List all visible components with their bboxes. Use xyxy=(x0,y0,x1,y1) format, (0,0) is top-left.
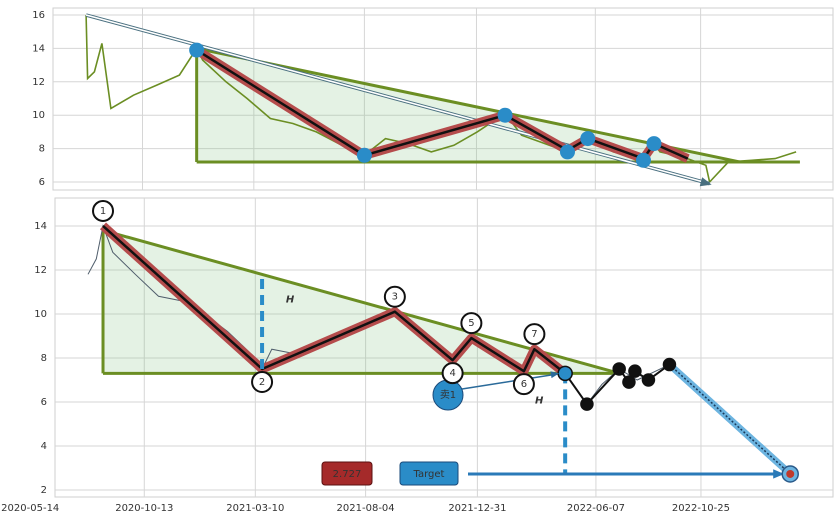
y-tick-label: 2 xyxy=(41,485,47,496)
y-tick-label: 14 xyxy=(32,43,45,54)
pivot-dot xyxy=(559,144,575,160)
y-tick-label: 12 xyxy=(34,265,47,276)
pivot-label: 2 xyxy=(259,377,265,388)
pivot-label-ring xyxy=(512,373,535,396)
x-tick-label: 2022-06-07 xyxy=(567,503,625,514)
sell-arrow xyxy=(461,373,556,390)
breakout-dot xyxy=(557,365,573,382)
x-tick-label: 2022-10-25 xyxy=(672,503,730,514)
pivot-label-ring xyxy=(92,199,115,222)
pivot-label-ring xyxy=(383,285,406,308)
pivot-label: 3 xyxy=(392,292,398,303)
sell-arrow-head xyxy=(550,371,560,379)
pivot-label-ring xyxy=(460,312,483,335)
pivot-dot xyxy=(497,107,513,123)
breakout-dot xyxy=(580,397,594,411)
y-tick-label: 14 xyxy=(34,221,47,232)
height-label: H xyxy=(535,395,544,406)
y-tick-label: 16 xyxy=(32,10,45,21)
sell-label: 卖1 xyxy=(440,389,456,401)
trend-arrow-head xyxy=(699,177,712,187)
y-tick-label: 4 xyxy=(41,441,47,452)
y-tick-label: 8 xyxy=(39,144,45,155)
pivot-label-ring xyxy=(441,362,464,385)
target-box xyxy=(399,461,459,486)
pivot-dot xyxy=(356,147,372,163)
x-tick-label: 2021-03-10 xyxy=(226,503,284,514)
breakout-dot xyxy=(662,357,677,372)
trend-arrow-inner xyxy=(85,14,710,185)
breakout-dot xyxy=(628,364,642,378)
zigzag-line xyxy=(102,224,566,375)
pivot-dot xyxy=(646,136,662,152)
height-label: H xyxy=(286,294,295,305)
breakout-dot xyxy=(612,362,626,376)
y-tick-label: 10 xyxy=(34,309,47,320)
pivot-label: 5 xyxy=(468,318,474,329)
projection-core xyxy=(668,363,791,475)
pivot-label-ring xyxy=(523,323,546,346)
target-value: 2.727 xyxy=(333,469,362,480)
pivot-label-ring xyxy=(251,370,274,393)
pivot-dot xyxy=(580,131,596,147)
y-tick-label: 8 xyxy=(41,353,47,364)
breakout-dot xyxy=(622,375,636,389)
target-value-box xyxy=(321,461,373,486)
pivot-label: 7 xyxy=(531,329,537,340)
y-tick-label: 12 xyxy=(32,77,45,88)
breakout-dot xyxy=(641,373,656,387)
x-tick-label: 2021-08-04 xyxy=(337,503,395,514)
y-tick-label: 6 xyxy=(39,177,45,188)
x-tick-label: 2020-05-14 xyxy=(1,503,59,514)
y-tick-label: 6 xyxy=(41,397,47,408)
target-label: Target xyxy=(413,469,445,480)
x-tick-label: 2020-10-13 xyxy=(115,503,173,514)
pivot-label: 4 xyxy=(449,368,455,379)
pivot-dot xyxy=(189,42,205,58)
target-marker-core xyxy=(786,469,795,478)
y-tick-label: 10 xyxy=(32,110,45,121)
x-tick-label: 2021-12-31 xyxy=(448,503,506,514)
pivot-label: 6 xyxy=(521,379,527,390)
pivot-label: 1 xyxy=(100,206,106,217)
pivot-dot xyxy=(635,152,651,168)
target-arrow-head xyxy=(773,469,785,479)
